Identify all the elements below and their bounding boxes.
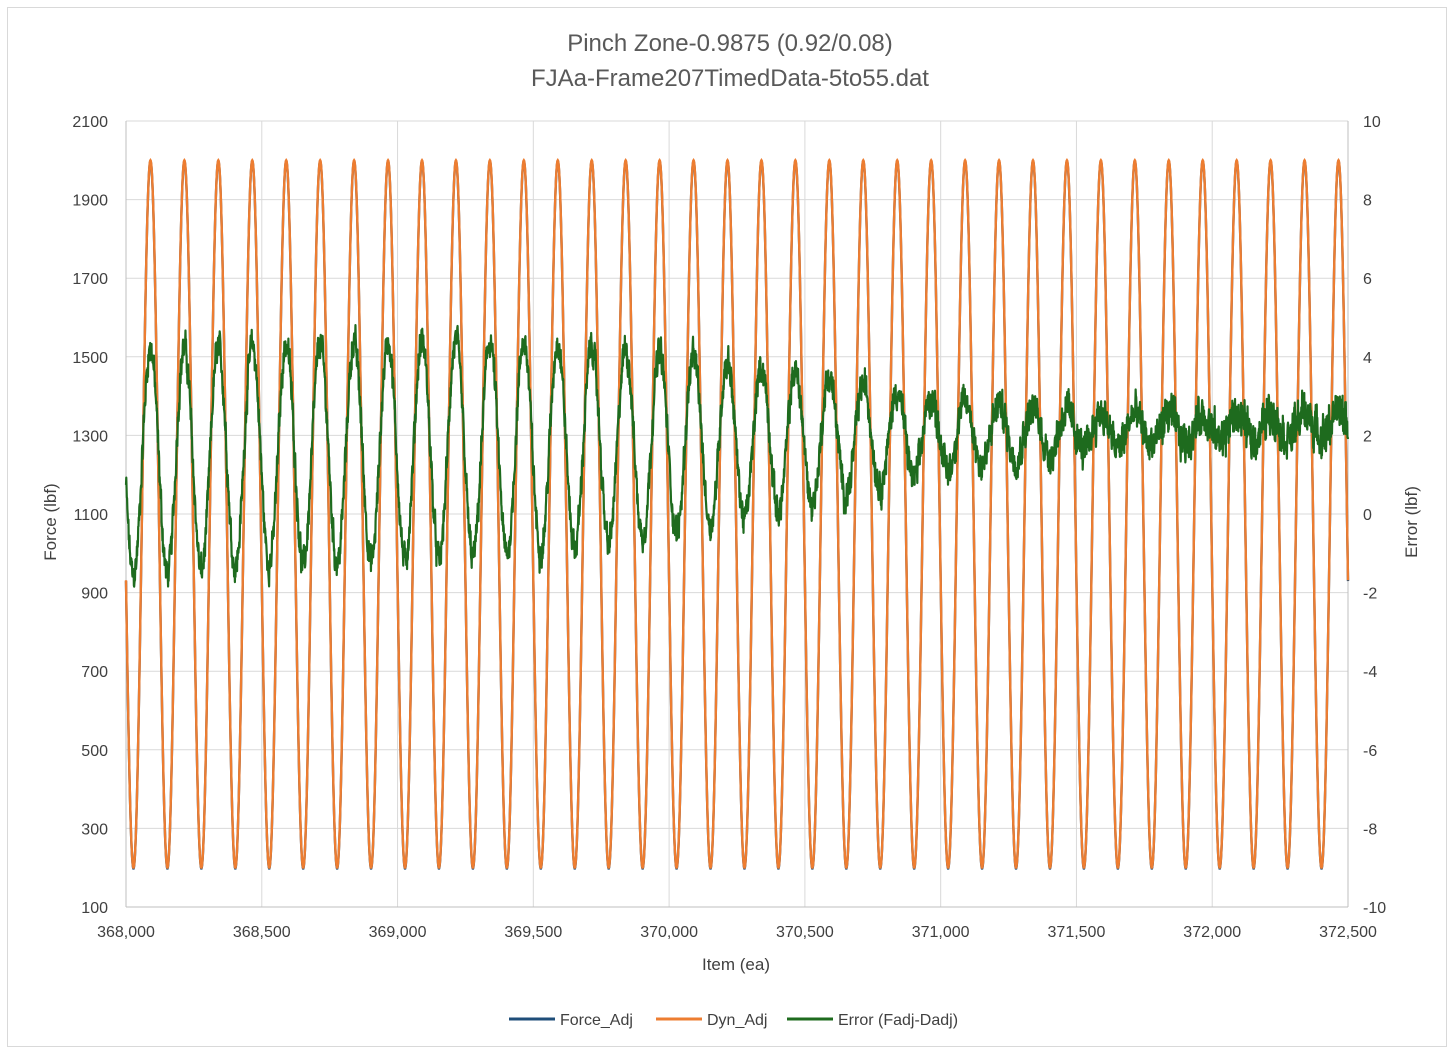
x-tick-label: 370,000 xyxy=(640,924,698,941)
chart-subtitle: FJAa-Frame207TimedData-5to55.dat xyxy=(531,65,929,92)
x-tick-label: 371,500 xyxy=(1048,924,1106,941)
x-tick-label: 369,000 xyxy=(369,924,427,941)
legend-label-force-adj: Force_Adj xyxy=(560,1012,633,1029)
x-tick-label: 370,500 xyxy=(776,924,834,941)
x-tick-label: 368,000 xyxy=(97,924,155,941)
x-axis-title: Item (ea) xyxy=(702,955,770,974)
y2-tick-label: -10 xyxy=(1363,900,1386,917)
y2-tick-label: 0 xyxy=(1363,507,1372,524)
y2-tick-label: 8 xyxy=(1363,193,1372,210)
y-tick-label: 1500 xyxy=(72,350,108,367)
legend-item-force-adj: Force_Adj xyxy=(509,1012,633,1029)
y-tick-label: 700 xyxy=(81,664,108,681)
y2-tick-label: -8 xyxy=(1363,821,1377,838)
y2-tick-label: 6 xyxy=(1363,271,1372,288)
chart-title: Pinch Zone-0.9875 (0.92/0.08) xyxy=(567,30,893,57)
legend-label-error: Error (Fadj-Dadj) xyxy=(838,1012,958,1029)
y-tick-label: 2100 xyxy=(72,114,108,131)
legend-label-dyn-adj: Dyn_Adj xyxy=(707,1012,767,1029)
x-tick-label: 372,500 xyxy=(1319,924,1377,941)
y-tick-label: 900 xyxy=(81,586,108,603)
chart-frame: 100 300 500 700 900 1100 1300 1500 1700 1900 2100-… xyxy=(7,7,1447,1047)
series-line-dyn-adj xyxy=(124,157,1350,869)
legend: Force_Adj Dyn_Adj Error (Fadj-Dadj) xyxy=(509,1012,958,1029)
y2-tick-label: 4 xyxy=(1363,350,1372,367)
y-tick-label: 1700 xyxy=(72,271,108,288)
legend-item-dyn-adj: Dyn_Adj xyxy=(656,1012,767,1029)
y-tick-label: 300 xyxy=(81,821,108,838)
y2-tick-label: -2 xyxy=(1363,586,1377,603)
y-tick-label: 1100 xyxy=(74,507,109,524)
tick-labels: 100300500700900110013001500170019002100-… xyxy=(72,114,1386,941)
series-line-error xyxy=(124,324,1350,588)
y-tick-label: 1900 xyxy=(72,193,108,210)
y2-tick-label: 10 xyxy=(1363,114,1381,131)
y-tick-label: 1300 xyxy=(72,428,108,445)
x-tick-label: 371,000 xyxy=(912,924,970,941)
y2-axis-title: Error (lbf) xyxy=(1402,486,1421,558)
plot-series xyxy=(124,157,1350,870)
y2-tick-label: -4 xyxy=(1363,664,1377,681)
y-tick-label: 500 xyxy=(81,743,108,760)
y-tick-label: 100 xyxy=(81,900,108,917)
x-tick-label: 369,500 xyxy=(504,924,562,941)
legend-item-error: Error (Fadj-Dadj) xyxy=(787,1012,958,1029)
x-tick-label: 368,500 xyxy=(233,924,291,941)
chart-svg: 100300500700900110013001500170019002100-… xyxy=(41,30,1421,1029)
x-tick-label: 372,000 xyxy=(1183,924,1241,941)
y2-tick-label: -6 xyxy=(1363,743,1377,760)
y-axis-title: Force (lbf) xyxy=(41,483,60,560)
y2-tick-label: 2 xyxy=(1363,428,1372,445)
